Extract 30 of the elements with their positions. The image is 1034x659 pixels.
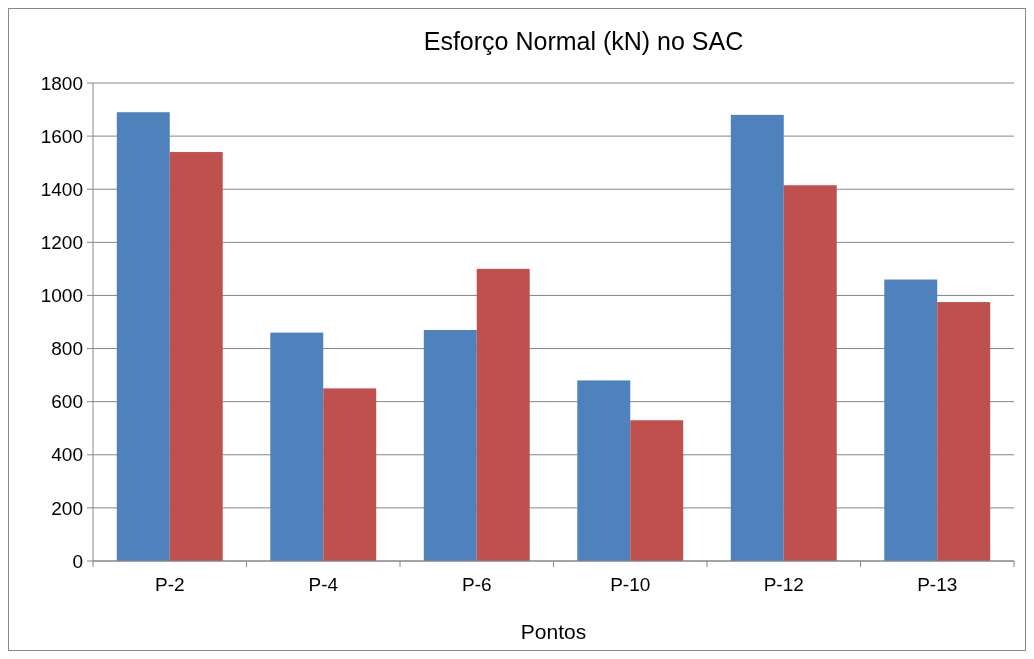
- bar: [783, 185, 837, 561]
- y-tick-label: 200: [51, 497, 83, 519]
- bar: [884, 279, 938, 561]
- y-tick-label: 1800: [40, 72, 83, 94]
- bar: [270, 332, 324, 561]
- bar: [323, 388, 377, 561]
- chart-title: Esforço Normal (kN) no SAC: [423, 27, 744, 55]
- x-tick-label: P-12: [763, 574, 804, 595]
- bar: [476, 268, 530, 561]
- y-tick-label: 0: [72, 550, 83, 572]
- x-tick-label: P-13: [917, 574, 958, 595]
- bar: [937, 302, 991, 561]
- y-tick-label: 1200: [40, 231, 83, 253]
- x-tick-label: P-10: [610, 574, 651, 595]
- x-tick-label: P-4: [308, 574, 339, 595]
- bar: [577, 380, 631, 561]
- bar: [423, 329, 477, 561]
- bar: [730, 114, 784, 561]
- bar: [169, 152, 223, 561]
- y-tick-label: 1000: [40, 285, 83, 307]
- y-tick-label: 400: [51, 444, 83, 466]
- bar: [116, 112, 170, 561]
- x-axis-title: Pontos: [520, 620, 587, 643]
- y-tick-label: 800: [51, 338, 83, 360]
- bar: [630, 420, 684, 561]
- y-tick-label: 1400: [40, 178, 83, 200]
- x-tick-label: P-2: [154, 574, 185, 595]
- y-tick-label: 600: [51, 391, 83, 413]
- x-tick-label: P-6: [461, 574, 492, 595]
- y-tick-label: 1600: [40, 125, 83, 147]
